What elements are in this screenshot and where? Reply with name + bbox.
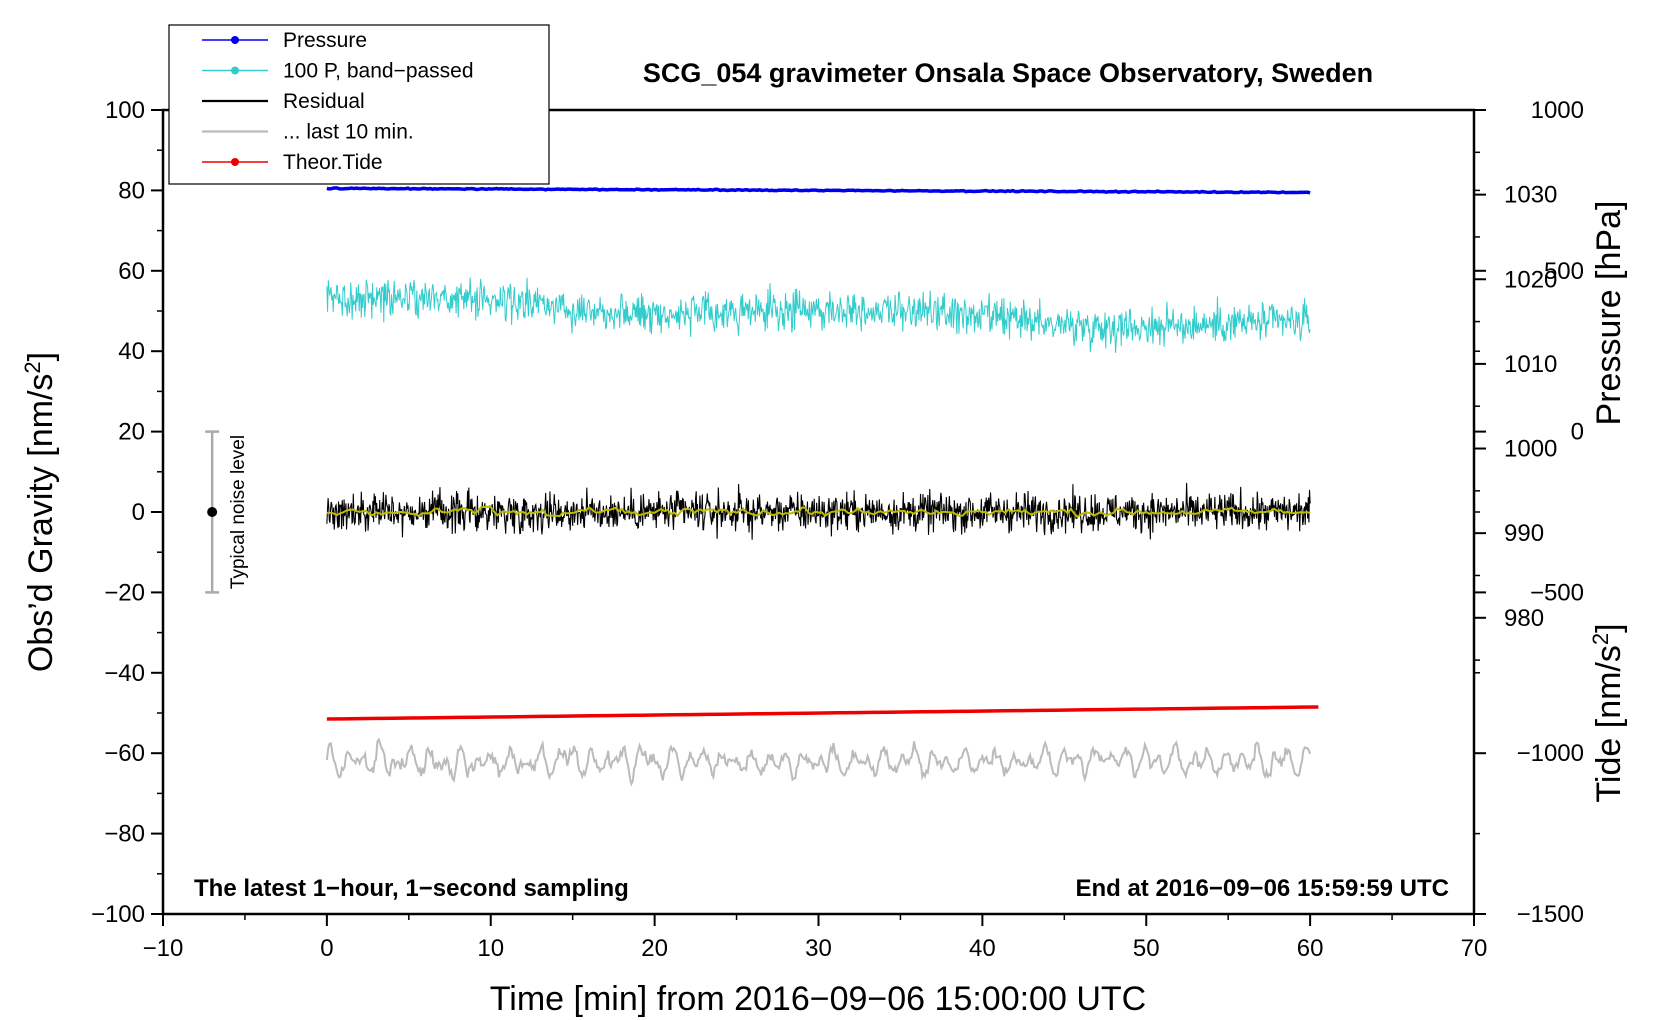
legend-label-last-10-min: ... last 10 min. <box>283 121 414 144</box>
y-tick-label: 100 <box>105 97 145 124</box>
legend-label-100-p-band-passed: 100 P, band−passed <box>283 60 474 83</box>
x-tick-label: 60 <box>1297 935 1324 962</box>
tide-tick-label: 1000 <box>1531 97 1584 124</box>
series-theoretical-tide <box>326 705 1319 721</box>
series-last-10-min <box>325 737 1312 787</box>
x-tick-label: 10 <box>477 935 504 962</box>
legend-label-residual: Residual <box>283 90 365 113</box>
noise-bar-dot <box>207 507 218 517</box>
annotation-sampling: The latest 1−hour, 1−second sampling <box>194 875 629 902</box>
legend-box <box>168 24 550 185</box>
y-axis-left-title: Obs’d Gravity [nm/s2] <box>20 352 60 672</box>
noise-bar-label: Typical noise level <box>228 435 249 589</box>
x-axis: −10 0 10 20 30 40 50 60 70 <box>143 914 1488 962</box>
y-axis-left: −100 −80 −60 −40 −20 0 20 40 60 80 100 <box>91 97 163 928</box>
y-tick-label: 80 <box>118 177 145 204</box>
tide-tick-label: −1000 <box>1517 740 1584 767</box>
y-tick-label: 20 <box>118 419 145 446</box>
y-tick-label: 60 <box>118 258 145 285</box>
y-axis-tide-title-main: Tide [nm/s <box>1590 645 1628 802</box>
pressure-tick-label: 1010 <box>1504 351 1557 378</box>
y-axis-left-title-sup: 2 <box>20 361 45 373</box>
series-smoothed-residual <box>326 505 1311 519</box>
y-axis-left-title-main: Obs’d Gravity [nm/s <box>22 374 60 673</box>
y-axis-pressure: 980 990 1000 1010 1020 1030 <box>1474 151 1557 661</box>
y-axis-tide-title-sup: 2 <box>1588 633 1613 645</box>
y-tick-label: −20 <box>104 579 145 606</box>
tide-tick-label: 500 <box>1544 258 1584 285</box>
pressure-tick-label: 980 <box>1504 605 1544 632</box>
y-axis-pressure-title: Pressure [hPa] <box>1590 201 1628 426</box>
y-tick-label: 40 <box>118 338 145 365</box>
pressure-tick-label: 1030 <box>1504 182 1557 209</box>
series-band-passed-pressure <box>326 277 1311 353</box>
y-axis-tide: −1500 −1000 −500 0 500 1000 <box>1474 97 1584 928</box>
noise-level-indicator: Typical noise level <box>205 430 249 594</box>
annotation-end-time: End at 2016−09−06 15:59:59 UTC <box>1075 875 1449 902</box>
y-axis-tide-title-end: ] <box>1590 623 1628 632</box>
x-tick-label: −10 <box>143 935 184 962</box>
y-tick-label: −100 <box>91 901 145 928</box>
y-tick-label: −40 <box>104 660 145 687</box>
x-tick-label: 0 <box>320 935 333 962</box>
tide-tick-label: 0 <box>1571 419 1584 446</box>
x-tick-label: 30 <box>805 935 832 962</box>
y-tick-label: 0 <box>132 499 145 526</box>
x-tick-label: 70 <box>1461 935 1488 962</box>
tide-tick-label: −500 <box>1530 579 1584 606</box>
y-axis-tide-title: Tide [nm/s2] <box>1588 623 1628 802</box>
chart-title: SCG_054 gravimeter Onsala Space Observat… <box>643 58 1373 88</box>
x-tick-label: 40 <box>969 935 996 962</box>
y-tick-label: −60 <box>104 740 145 767</box>
x-tick-label: 50 <box>1133 935 1160 962</box>
pressure-tick-label: 990 <box>1504 520 1544 547</box>
legend-label-theor-tide: Theor.Tide <box>283 151 383 174</box>
legend-label-pressure: Pressure <box>283 29 367 52</box>
y-tick-label: −80 <box>104 821 145 848</box>
x-axis-title: Time [min] from 2016−09−06 15:00:00 UTC <box>490 980 1146 1018</box>
legend: Pressure 100 P, band−passed Residual ... la… <box>168 24 550 185</box>
series-pressure <box>326 186 1311 195</box>
series-residual <box>326 482 1311 540</box>
legend-marker-pressure <box>231 36 239 44</box>
y-axis-left-title-end: ] <box>22 352 60 361</box>
legend-marker-100-p-band-passed <box>231 66 239 75</box>
tide-tick-label: −1500 <box>1517 901 1584 928</box>
legend-marker-theor-tide <box>231 158 239 166</box>
series-layer <box>325 186 1319 787</box>
pressure-tick-label: 1020 <box>1504 266 1557 293</box>
pressure-tick-label: 1000 <box>1504 436 1557 463</box>
x-tick-label: 20 <box>641 935 668 962</box>
